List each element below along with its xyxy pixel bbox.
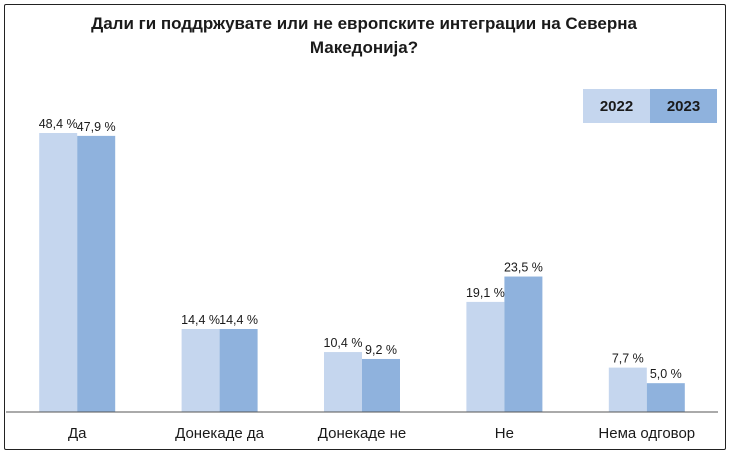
bar-2023-4 — [504, 276, 543, 412]
chart-title-line-1: Дали ги поддржувате или не европските ин… — [91, 14, 637, 33]
value-label-2023-2: 14,4 % — [219, 313, 258, 327]
bar-2022-2 — [181, 328, 220, 412]
legend-item-2023: 2023 — [650, 89, 717, 123]
bar-2022-1 — [39, 133, 78, 412]
chart-title: Дали ги поддржувате или не европските ин… — [4, 12, 724, 60]
value-label-2022-5: 7,7 % — [612, 352, 644, 366]
value-label-2022-4: 19,1 % — [466, 286, 505, 300]
legend-item-2022: 2022 — [583, 89, 650, 123]
bar-2022-3 — [324, 352, 362, 412]
value-label-2023-5: 5,0 % — [650, 367, 682, 381]
bar-2022-5 — [608, 367, 647, 412]
value-label-2022-1: 48,4 % — [39, 117, 78, 131]
value-label-2022-3: 10,4 % — [324, 336, 363, 350]
category-label-2: Донекаде да — [175, 425, 265, 442]
bar-2023-3 — [362, 358, 400, 412]
value-label-2023-1: 47,9 % — [77, 120, 116, 134]
bar-2022-4 — [466, 301, 505, 412]
category-label-5: Нема одговор — [598, 425, 695, 442]
value-label-2022-2: 14,4 % — [181, 313, 220, 327]
bar-2023-5 — [646, 383, 685, 412]
bar-2023-1 — [77, 135, 116, 412]
chart-legend: 2022 2023 — [583, 89, 717, 123]
chart-title-line-2: Македонија? — [309, 38, 419, 57]
bar-2023-2 — [219, 328, 258, 412]
category-label-3: Донекаде не — [318, 425, 406, 442]
value-label-2023-4: 23,5 % — [504, 261, 543, 275]
value-label-2023-3: 9,2 % — [365, 343, 397, 357]
category-label-1: Да — [68, 425, 87, 442]
category-label-4: Не — [495, 425, 514, 442]
